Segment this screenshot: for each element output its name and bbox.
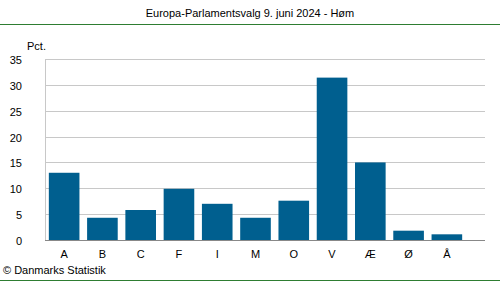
bar: [432, 234, 463, 240]
y-tick-label: 30: [10, 80, 22, 92]
chart: Europa-Parlamentsvalg 9. juni 2024 - Høm…: [0, 0, 500, 282]
grid-line: [45, 59, 485, 60]
x-tick-label: Æ: [365, 248, 376, 260]
title: Europa-Parlamentsvalg 9. juni 2024 - Høm: [146, 7, 354, 19]
y-tick-label: 35: [10, 54, 22, 66]
x-tick-label: Å: [443, 248, 451, 260]
y-axis-line: [45, 59, 46, 240]
x-tick-label: I: [216, 248, 219, 260]
x-tick-label: A: [60, 248, 68, 260]
bar: [240, 218, 271, 240]
x-tick-label: O: [289, 248, 298, 260]
grid-line: [45, 188, 485, 189]
bar: [87, 218, 118, 240]
x-tick-label: C: [137, 248, 145, 260]
bar: [164, 189, 195, 240]
source: © Danmarks Statistik: [3, 264, 106, 276]
x-tick-label: Ø: [404, 248, 413, 260]
bar: [355, 162, 386, 240]
bar: [317, 78, 348, 240]
x-tick-label: B: [99, 248, 106, 260]
grid-line: [45, 240, 485, 241]
x-tick-label: F: [176, 248, 183, 260]
grid-line: [45, 85, 485, 86]
y-tick-label: 10: [10, 183, 22, 195]
bar: [125, 210, 156, 240]
grid-line: [45, 111, 485, 112]
bars: [49, 78, 462, 240]
x-tick-label: V: [328, 248, 336, 260]
y-tick-label: 5: [16, 209, 22, 221]
y-axis-label: Pct.: [27, 40, 46, 52]
header-rule: [0, 24, 500, 25]
y-tick-label: 25: [10, 106, 22, 118]
bar: [393, 231, 424, 240]
grid-line: [45, 137, 485, 138]
bar: [202, 204, 233, 240]
grid-line: [45, 162, 485, 163]
y-tick-label: 20: [10, 132, 22, 144]
y-tick-label: 15: [10, 157, 22, 169]
bar: [49, 173, 80, 240]
grid-line: [45, 214, 485, 215]
y-tick-label: 0: [16, 235, 22, 247]
chart-container: Europa-Parlamentsvalg 9. juni 2024 - Høm…: [0, 0, 500, 282]
bar: [278, 201, 309, 240]
x-tick-label: M: [251, 248, 260, 260]
footer-rule: [0, 280, 500, 281]
